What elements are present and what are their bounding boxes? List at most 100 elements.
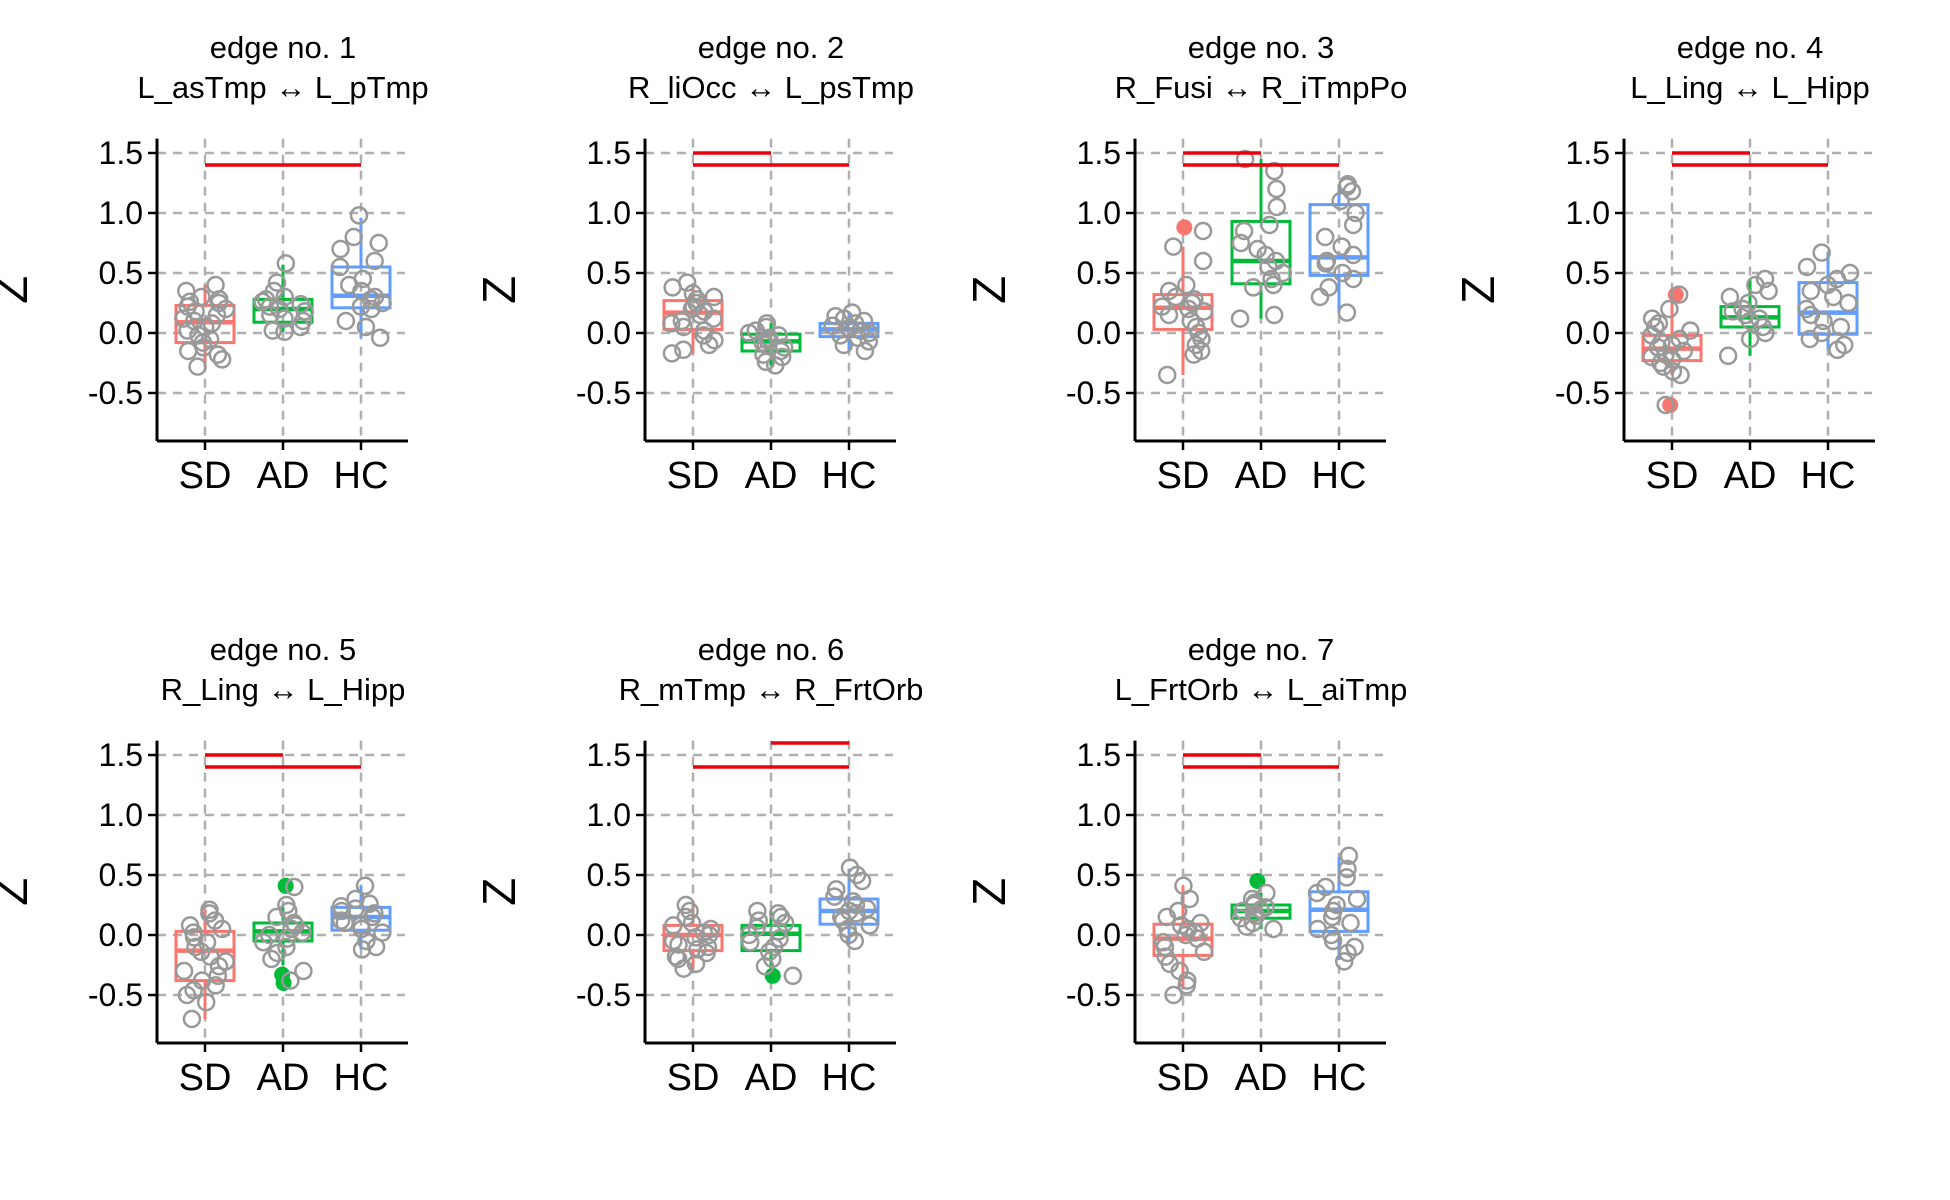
data-point: [697, 943, 716, 963]
data-point: [694, 326, 713, 345]
data-point: [344, 227, 363, 247]
data-point: [1194, 942, 1214, 962]
data-point: [275, 309, 294, 328]
y-axis-label: Z: [1452, 276, 1504, 304]
data-point: [1759, 281, 1778, 301]
data-point: [281, 971, 300, 990]
data-point: [212, 919, 232, 939]
data-point: [1323, 931, 1343, 951]
data-point: [275, 287, 294, 307]
data-point: [191, 942, 211, 962]
data-point: [756, 352, 776, 372]
data-point: [662, 314, 681, 333]
panel-title-line1: edge no. 1: [210, 30, 357, 65]
data-point: [1237, 917, 1256, 936]
data-point: [1307, 883, 1327, 903]
data-point: [755, 956, 775, 976]
data-point: [1192, 329, 1211, 349]
data-point: [209, 956, 229, 976]
data-point: [1264, 275, 1283, 295]
data-point: [262, 949, 281, 969]
panel-title-line1: edge no. 7: [1188, 632, 1335, 667]
data-point: [254, 932, 273, 952]
data-point: [1341, 913, 1360, 933]
y-tick-label: 0.5: [1077, 857, 1121, 893]
box-sd: [662, 923, 724, 953]
data-point: [346, 899, 365, 918]
data-point: [294, 961, 313, 981]
data-point: [1177, 976, 1197, 995]
y-tick-label: -0.5: [1555, 375, 1610, 411]
y-tick-label: 0.5: [1077, 255, 1121, 291]
data-point: [1646, 317, 1665, 337]
data-point: [1316, 254, 1336, 273]
data-point: [1671, 365, 1690, 385]
data-point: [1164, 237, 1183, 256]
y-tick-label: 0.0: [1077, 917, 1121, 953]
data-point: [1656, 395, 1675, 415]
data-point: [178, 321, 197, 340]
data-point: [1343, 215, 1363, 235]
y-tick-label: 0.0: [1566, 315, 1610, 351]
data-point: [859, 332, 879, 351]
data-point: [1831, 317, 1851, 337]
data-point: [1164, 985, 1183, 1005]
data-point: [1812, 243, 1831, 262]
data-point: [834, 335, 854, 355]
data-point: [1839, 293, 1858, 313]
panel-title-line2: L_asTmp ↔ L_pTmp: [137, 70, 428, 105]
data-point: [847, 865, 867, 885]
data-point: [212, 350, 232, 369]
data-point: [188, 357, 207, 376]
data-point: [1827, 269, 1847, 289]
x-tick-label: HC: [1312, 455, 1367, 497]
data-point: [741, 932, 760, 952]
box-sd: [174, 929, 236, 983]
data-point: [1337, 303, 1357, 322]
data-point: [765, 356, 785, 375]
data-point: [774, 338, 794, 357]
data-point: [749, 911, 769, 930]
data-point: [674, 959, 693, 978]
data-point: [1342, 182, 1362, 201]
data-point: [260, 297, 280, 316]
data-point: [764, 937, 784, 957]
data-point: [1315, 227, 1335, 247]
data-point: [177, 281, 196, 301]
data-point: [705, 330, 724, 350]
data-point: [1264, 919, 1283, 939]
data-point: [845, 931, 865, 951]
x-tick-label: SD: [1157, 455, 1210, 497]
data-point: [1234, 221, 1254, 241]
data-point: [1319, 278, 1339, 297]
outlier-point: [764, 967, 781, 984]
data-point: [178, 341, 198, 361]
data-point: [1256, 245, 1275, 265]
data-point: [1660, 299, 1679, 319]
panel-title-line2: R_Fusi ↔ R_iTmpPo: [1115, 70, 1408, 105]
y-tick-label: 1.5: [1077, 135, 1121, 171]
x-tick-label: AD: [1235, 1057, 1288, 1099]
data-point: [1267, 179, 1286, 199]
data-point: [1756, 323, 1775, 343]
x-tick-label: SD: [1157, 1057, 1210, 1099]
y-tick-label: 0.5: [99, 857, 143, 893]
data-point: [1265, 161, 1284, 181]
data-point: [1310, 287, 1330, 307]
data-point: [1723, 302, 1743, 321]
data-point: [355, 876, 375, 896]
data-point: [1244, 278, 1263, 297]
data-point: [1166, 287, 1186, 307]
data-point: [1323, 907, 1342, 927]
data-point: [704, 287, 724, 307]
data-point: [826, 306, 845, 326]
y-tick-label: 1.5: [587, 737, 631, 773]
x-tick-label: HC: [822, 1057, 877, 1099]
data-point: [860, 323, 879, 343]
x-tick-label: HC: [1312, 1057, 1367, 1099]
data-point: [330, 257, 350, 277]
y-axis-label: Z: [963, 276, 1015, 304]
data-point: [1739, 293, 1758, 313]
